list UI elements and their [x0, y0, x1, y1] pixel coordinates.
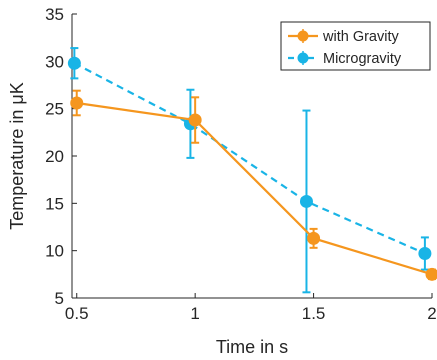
legend-marker [297, 30, 309, 42]
data-point [188, 113, 202, 127]
y-tick-label: 35 [45, 5, 64, 24]
series-with-gravity [70, 89, 437, 281]
y-tick-label: 30 [45, 52, 64, 71]
legend-entry: Microgravity [288, 51, 402, 67]
x-axis-label: Time in s [216, 337, 288, 357]
data-point [70, 96, 84, 110]
series-microgravity [67, 47, 432, 294]
data-point [67, 56, 81, 70]
series-line [76, 101, 433, 276]
data-point [418, 247, 432, 261]
y-tick-label: 10 [45, 242, 64, 261]
data-point [425, 267, 437, 281]
y-tick-label: 25 [45, 100, 64, 119]
x-tick-label: 1 [190, 304, 199, 323]
legend-marker [297, 52, 309, 64]
series-line [73, 62, 426, 255]
x-tick-label: 1.5 [302, 304, 326, 323]
legend-entry: with Gravity [288, 29, 399, 45]
y-tick-label: 15 [45, 194, 64, 213]
legend: with Gravity Microgravity [280, 21, 431, 71]
legend-label: with Gravity [322, 29, 399, 45]
y-tick-label: 20 [45, 147, 64, 166]
y-axis-label: Temperature in μK [7, 82, 27, 229]
series [67, 47, 437, 294]
x-tick-label: 0.5 [65, 304, 89, 323]
data-point [307, 231, 321, 245]
y-tick-label: 5 [55, 289, 64, 308]
legend-label: Microgravity [323, 51, 402, 67]
data-point [299, 194, 313, 208]
x-tick-label: 2 [427, 304, 436, 323]
